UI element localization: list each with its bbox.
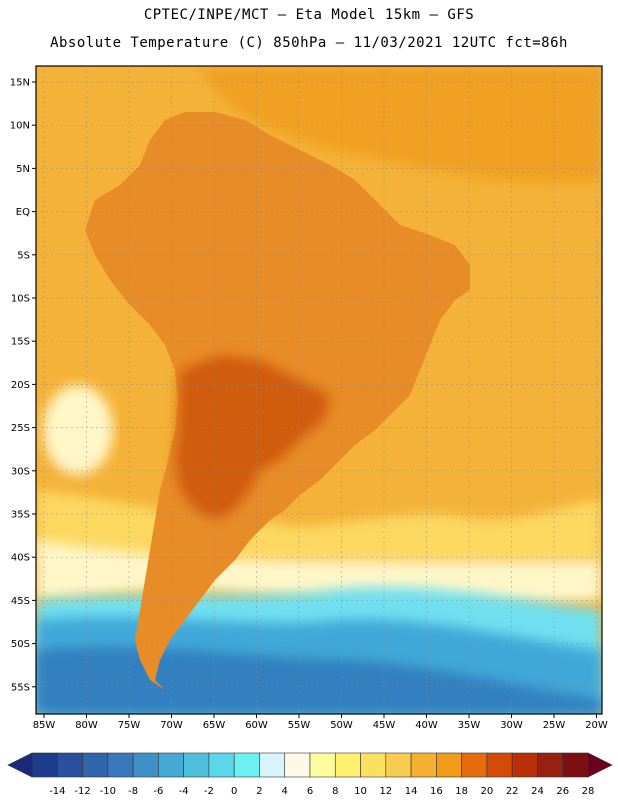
colorbar-tick-label: 18 [455, 786, 468, 797]
colorbar-tick-label: -8 [128, 786, 138, 797]
lon-label: 85W [33, 720, 56, 731]
longitude-labels: 85W 80W 75W 70W 65W 60W 55W 50W 45W 40W 35W 30W 25W 2… [33, 714, 608, 731]
lon-label: 80W [75, 720, 98, 731]
colorbar-tick-label: -12 [74, 786, 90, 797]
colorbar-tick-label: 4 [282, 786, 288, 797]
lon-label: 20W [585, 720, 608, 731]
lon-label: 50W [330, 720, 353, 731]
lat-label: 5S [17, 250, 30, 261]
title-line-2: Absolute Temperature (C) 850hPa – 11/03/… [50, 35, 568, 51]
colorbar-swatch [284, 752, 311, 778]
lon-label: 65W [203, 720, 226, 731]
colorbar-tick-label: -2 [204, 786, 214, 797]
colorbar-tick-label: 8 [332, 786, 338, 797]
colorbar-tick-label: 14 [405, 786, 418, 797]
lat-label: 50S [11, 639, 30, 650]
colorbar-swatch [334, 752, 361, 778]
lat-label: 25S [11, 423, 30, 434]
colorbar-high-arrow [587, 752, 613, 778]
lon-label: 70W [160, 720, 183, 731]
lat-label: 10N [10, 121, 30, 132]
colorbar-tick-label: 26 [556, 786, 569, 797]
colorbar-tick-label: 0 [231, 786, 237, 797]
lat-label: 55S [11, 682, 30, 693]
warm-north-atlantic [200, 66, 602, 183]
colorbar-tick-label: 22 [506, 786, 519, 797]
lon-label: 75W [118, 720, 141, 731]
lon-label: 60W [245, 720, 268, 731]
colorbar-swatch [233, 752, 260, 778]
colorbar-swatch [436, 752, 462, 778]
lat-label: 10S [11, 294, 30, 305]
map-frame [35, 65, 603, 715]
lat-label: 30S [11, 466, 30, 477]
colorbar-swatch [562, 752, 589, 778]
colorbar-swatch [410, 752, 437, 778]
latitude-labels: 15N 10N 5N EQ 5S 10S 15S 20S 25S 30S 35S 40S 45S 50S 5… [10, 78, 36, 693]
colorbar-tick-label: -14 [49, 786, 65, 797]
lat-label: 5N [16, 164, 30, 175]
colorbar-swatch [360, 752, 387, 778]
lat-label: 45S [11, 596, 30, 607]
lat-label: 15N [10, 78, 30, 89]
lat-label: EQ [16, 207, 30, 218]
lat-label: 15S [11, 337, 30, 348]
colorbar-tick-label: 28 [582, 786, 595, 797]
lat-label: 20S [11, 380, 30, 391]
title-line-1: CPTEC/INPE/MCT – Eta Model 15km – GFS [143, 7, 475, 23]
colorbar-swatch [56, 752, 83, 778]
colorbar-tick-label: 16 [430, 786, 443, 797]
colorbar-tick-label: 12 [379, 786, 392, 797]
lat-label: 35S [11, 510, 30, 521]
colorbar-swatch [183, 752, 210, 778]
colorbar-swatch [511, 752, 538, 778]
colorbar-swatch [158, 752, 184, 778]
lat-lon-grid [36, 66, 602, 714]
colorbar-swatch [259, 752, 286, 778]
colorbar-tick-label: -10 [100, 786, 116, 797]
colorbar-swatch [208, 752, 235, 778]
colorbar-low-arrow [7, 752, 33, 778]
colorbar-swatch [107, 752, 134, 778]
colorbar-swatch [537, 752, 564, 778]
colorbar-swatch [385, 752, 412, 778]
colorbar-swatch [82, 752, 109, 778]
pale-blob-pacific [43, 385, 113, 475]
colorbar-tick-label: 2 [256, 786, 262, 797]
colorbar-swatch [486, 752, 513, 778]
colorbar-tick-label: 6 [307, 786, 313, 797]
temperature-field [36, 66, 602, 714]
colorbar-swatch [31, 752, 58, 778]
colorbar-tick-label: 20 [481, 786, 494, 797]
lon-label: 45W [373, 720, 396, 731]
lon-label: 40W [415, 720, 438, 731]
lon-label: 55W [288, 720, 311, 731]
lon-label: 35W [458, 720, 481, 731]
colorbar-tick-label: 10 [354, 786, 367, 797]
colorbar-swatch [309, 752, 336, 778]
lat-label: 40S [11, 553, 30, 564]
colorbar-tick-label: 24 [531, 786, 544, 797]
colorbar-swatch [132, 752, 159, 778]
cold-band-3 [36, 647, 602, 714]
lon-label: 30W [500, 720, 523, 731]
colorbar: -14 -12 -10 -8 -6 -4 -2 0 2 4 6 8 10 12 14 16 18 20 22 24 26… [7, 752, 613, 797]
colorbar-tick-label: -4 [179, 786, 189, 797]
lon-label: 25W [543, 720, 566, 731]
colorbar-swatch [461, 752, 488, 778]
colorbar-tick-label: -6 [153, 786, 163, 797]
